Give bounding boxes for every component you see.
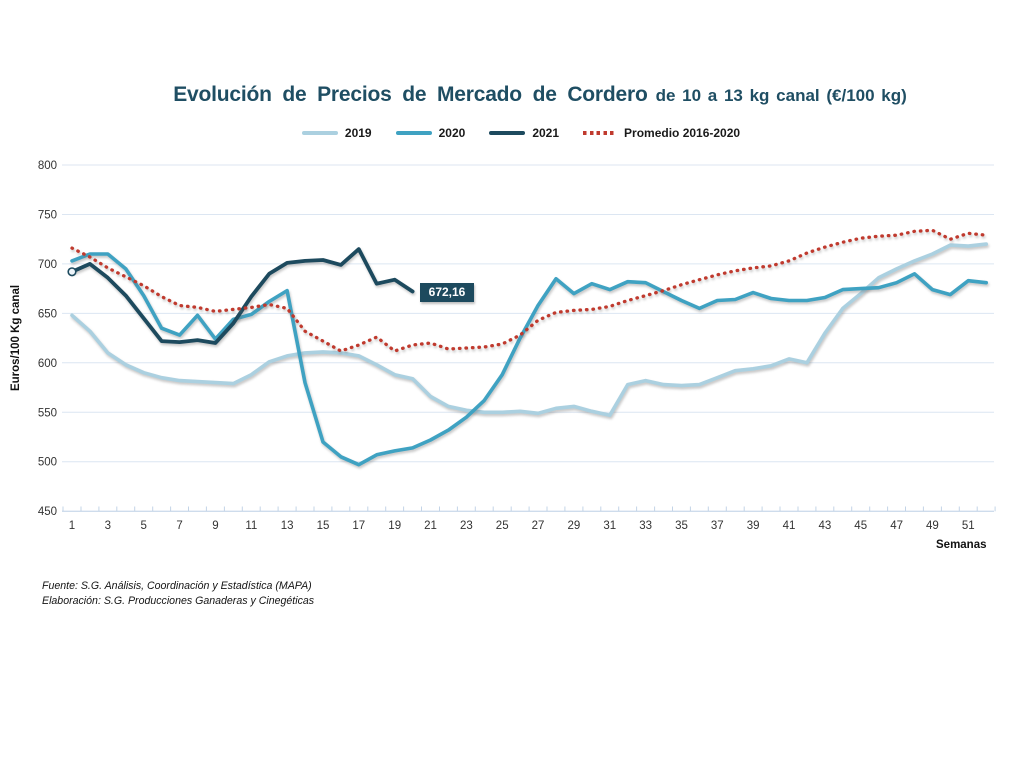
legend-label-2020: 2020 <box>438 126 466 140</box>
x-tick-label: 45 <box>854 520 867 532</box>
legend-swatch-2019 <box>301 131 338 135</box>
legend-item-2020: 2020 <box>395 126 466 140</box>
x-tick-label: 23 <box>460 520 473 532</box>
x-tick-label: 25 <box>496 520 509 532</box>
legend-swatch-promedio <box>583 131 618 135</box>
x-tick-label: 3 <box>105 520 111 532</box>
x-tick-label: 35 <box>675 520 688 532</box>
x-tick-label: 5 <box>140 520 146 532</box>
x-tick-label: 13 <box>281 520 294 532</box>
y-tick-label: 700 <box>38 259 57 271</box>
x-tick-label: 49 <box>926 520 939 532</box>
chart-legend: 2019 2020 2021 Promedio 2016-2020 <box>0 126 1024 140</box>
x-tick-label: 41 <box>783 520 796 532</box>
legend-label-2019: 2019 <box>344 126 372 140</box>
x-tick-label: 43 <box>819 520 832 532</box>
legend-swatch-2021 <box>489 131 526 135</box>
legend-item-2019: 2019 <box>301 126 372 140</box>
x-tick-label: 9 <box>212 520 218 532</box>
y-tick-label: 650 <box>38 308 57 320</box>
y-tick-label: 450 <box>38 506 57 518</box>
y-tick-label: 750 <box>38 210 57 222</box>
x-tick-label: 19 <box>388 520 401 532</box>
x-tick-label: 29 <box>568 520 581 532</box>
x-axis-title: Semanas <box>936 539 987 551</box>
x-tick-label: 31 <box>603 520 616 532</box>
last-value-data-label: 672,16 <box>420 283 474 302</box>
x-tick-label: 51 <box>962 520 975 532</box>
legend-label-promedio: Promedio 2016-2020 <box>624 126 741 140</box>
legend-swatch-2020 <box>395 131 432 135</box>
y-tick-label: 550 <box>38 407 57 419</box>
x-tick-label: 39 <box>747 520 760 532</box>
x-tick-label: 37 <box>711 520 724 532</box>
series-line-2020 <box>70 252 989 467</box>
series-line-promedio-2016-2020 <box>70 228 988 353</box>
legend-item-2021: 2021 <box>489 126 559 140</box>
series-line-2021 <box>70 247 415 345</box>
legend-item-promedio: Promedio 2016-2020 <box>583 126 740 140</box>
source-footnote: Fuente: S.G. Análisis, Coordinación y Es… <box>42 579 314 608</box>
x-tick-label: 15 <box>317 520 330 532</box>
source-line: Fuente: S.G. Análisis, Coordinación y Es… <box>42 580 312 592</box>
legend-label-2021: 2021 <box>532 126 560 140</box>
chart-title-main: Evolución de Precios de Mercado de Corde… <box>173 83 648 106</box>
y-tick-label: 600 <box>38 358 57 370</box>
chart-title: Evolución de Precios de Mercado de Corde… <box>0 83 1024 107</box>
series-line-2019 <box>70 242 989 418</box>
chart-title-sub: de 10 a 13 kg canal (€/100 kg) <box>655 86 907 105</box>
x-tick-label: 27 <box>532 520 545 532</box>
x-tick-label: 7 <box>176 520 182 532</box>
y-tick-label: 800 <box>38 160 57 172</box>
series-start-marker <box>67 267 77 277</box>
elaboration-line: Elaboración: S.G. Producciones Ganaderas… <box>42 594 315 607</box>
x-tick-label: 17 <box>352 520 365 532</box>
x-tick-label: 47 <box>890 520 903 532</box>
x-tick-label: 33 <box>639 520 652 532</box>
x-tick-label: 21 <box>424 520 437 532</box>
y-tick-label: 500 <box>38 457 57 469</box>
x-tick-label: 11 <box>245 520 257 532</box>
x-tick-label: 1 <box>69 520 75 532</box>
